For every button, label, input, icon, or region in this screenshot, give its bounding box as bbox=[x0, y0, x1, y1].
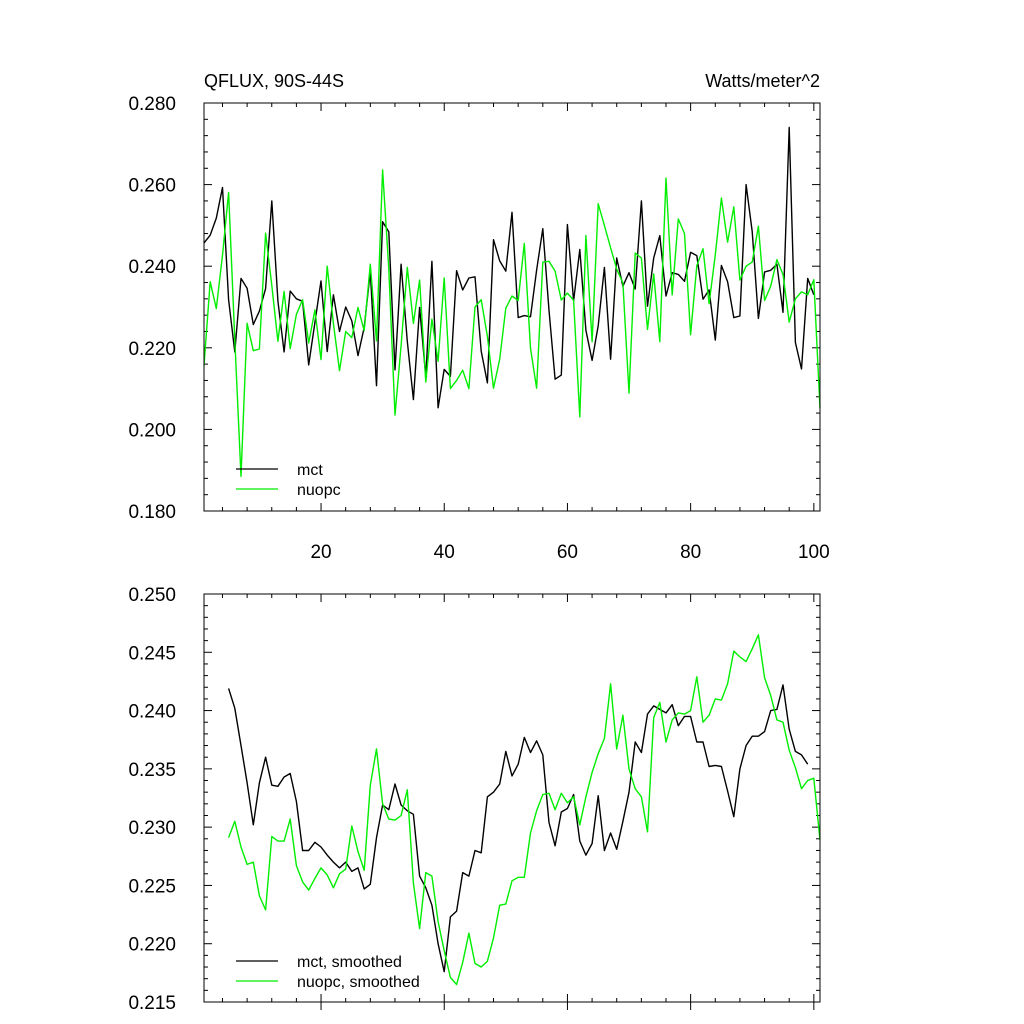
bottom-y-tick-label: 0.215 bbox=[128, 993, 176, 1014]
top-panel-units: Watts/meter^2 bbox=[705, 71, 820, 91]
top-x-tick-label: 40 bbox=[434, 542, 455, 563]
legend-label-nuopc: nuopc bbox=[297, 482, 341, 499]
top-y-tick-label: 0.180 bbox=[128, 502, 176, 523]
top-y-tick-label: 0.240 bbox=[128, 257, 176, 278]
top-x-tick-labels: 20 40 60 80 100 bbox=[310, 542, 829, 563]
bottom-axis-ticks bbox=[204, 593, 820, 1010]
bottom-y-tick-labels: 0.215 0.220 0.225 0.230 0.235 0.240 0.245 0.250 bbox=[128, 585, 176, 1014]
bottom-series-line-mct-smoothed bbox=[227, 684, 809, 973]
top-y-tick-labels: 0.180 0.200 0.220 0.240 0.260 0.280 bbox=[128, 94, 176, 523]
top-plot-frame bbox=[203, 102, 821, 512]
bottom-series-group bbox=[227, 634, 821, 986]
bottom-y-tick-label: 0.250 bbox=[128, 585, 176, 606]
bottom-plot-frame bbox=[203, 593, 821, 1003]
top-y-tick-label: 0.260 bbox=[128, 176, 176, 197]
legend-label-mct: mct bbox=[297, 462, 323, 479]
bottom-y-tick-label: 0.240 bbox=[128, 702, 176, 723]
bottom-series-line-nuopc-smoothed bbox=[227, 634, 821, 986]
bottom-legend: mct, smoothed nuopc, smoothed bbox=[236, 954, 420, 991]
bottom-y-tick-label: 0.235 bbox=[128, 760, 176, 781]
bottom-y-tick-label: 0.225 bbox=[128, 876, 176, 897]
bottom-panel: 0.215 0.220 0.225 0.230 0.235 0.240 0.245 0.250… bbox=[128, 585, 821, 1014]
top-x-tick-label: 80 bbox=[680, 542, 701, 563]
top-x-tick-label: 20 bbox=[310, 542, 331, 563]
top-panel-title: QFLUX, 90S-44S bbox=[204, 71, 344, 91]
top-panel: QFLUX, 90S-44S Watts/meter^2 0.1800.2000… bbox=[128, 71, 829, 563]
top-series-group bbox=[203, 126, 821, 477]
top-series-line-nuopc bbox=[203, 169, 821, 477]
top-x-tick-label: 100 bbox=[798, 542, 830, 563]
top-y-tick-label: 0.280 bbox=[128, 94, 176, 115]
legend-label-mct-smoothed: mct, smoothed bbox=[297, 954, 402, 971]
bottom-y-tick-label: 0.245 bbox=[128, 643, 176, 664]
top-y-tick-label: 0.200 bbox=[128, 420, 176, 441]
top-y-tick-label: 0.220 bbox=[128, 339, 176, 360]
top-legend: mct nuopc bbox=[236, 462, 341, 499]
bottom-y-tick-label: 0.220 bbox=[128, 935, 176, 956]
top-series-line-mct bbox=[203, 126, 815, 409]
legend-label-nuopc-smoothed: nuopc, smoothed bbox=[297, 974, 420, 991]
top-x-tick-label: 60 bbox=[557, 542, 578, 563]
bottom-y-tick-label: 0.230 bbox=[128, 818, 176, 839]
